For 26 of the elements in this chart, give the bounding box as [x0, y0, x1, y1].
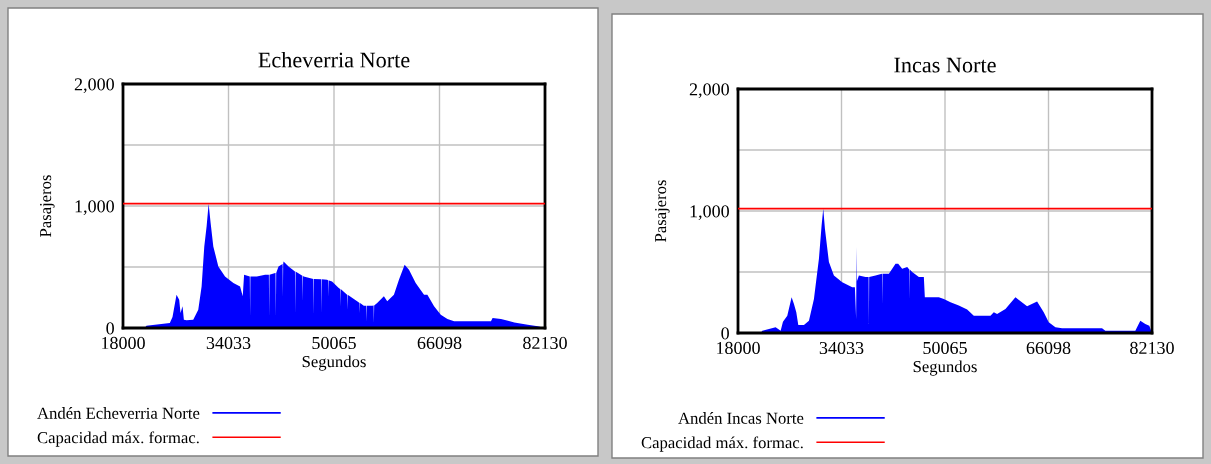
- x-tick-label: 82130: [1130, 341, 1174, 355]
- y-tick-label: 0: [721, 327, 729, 340]
- y-axis-title: Pasajeros: [40, 175, 55, 237]
- x-tick-label: 82130: [523, 336, 567, 350]
- y-tick-label: 0: [106, 322, 114, 335]
- legend-label: Andén Incas Norte: [678, 412, 804, 424]
- legend-label: Capacidad máx. formac.: [641, 436, 803, 452]
- y-axis-title: Pasajeros: [655, 180, 670, 242]
- x-tick-label: 50065: [312, 336, 356, 350]
- x-axis-title: Segundos: [913, 360, 977, 376]
- x-tick-label: 66098: [417, 336, 462, 350]
- x-tick-label: 18000: [717, 341, 760, 355]
- y-tick-label: 1,000: [690, 205, 729, 221]
- legend-label: Capacidad máx. formac.: [37, 431, 199, 447]
- x-axis-title: Segundos: [302, 355, 366, 371]
- x-tick-label: 34033: [206, 336, 251, 350]
- y-tick-label: 1,000: [75, 200, 114, 216]
- x-tick-label: 34033: [819, 341, 864, 355]
- y-tick-label: 2,000: [74, 78, 114, 94]
- x-tick-label: 50065: [923, 341, 967, 355]
- chart-title: Incas Norte: [894, 57, 996, 73]
- legend-label: Andén Echeverria Norte: [37, 407, 200, 419]
- x-tick-label: 66098: [1026, 341, 1071, 355]
- y-tick-label: 2,000: [689, 83, 729, 99]
- chart-title: Echeverria Norte: [258, 51, 410, 68]
- x-tick-label: 18000: [102, 336, 145, 350]
